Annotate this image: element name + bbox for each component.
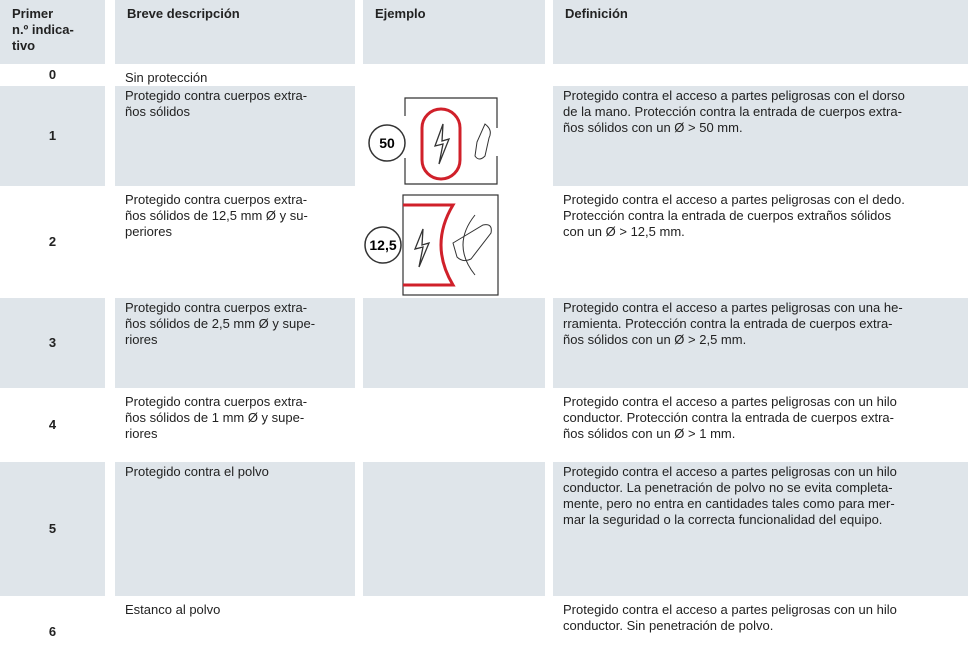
header-cell: Ejemplo [363, 0, 545, 64]
row-number: 0 [48, 67, 57, 82]
definition: Protegido contra el acceso a partes peli… [553, 462, 968, 596]
definition: Protegido contra el acceso a partes peli… [553, 86, 968, 186]
definition: Protegido contra el acceso a partes peli… [563, 394, 897, 441]
probe-size: 12,5 [369, 237, 396, 253]
definition [553, 68, 968, 82]
row-number: 2 [48, 234, 57, 249]
description: Sin protección [125, 70, 208, 85]
header-cell: Primer n.º indica- tivo [0, 0, 105, 64]
probe-size: 50 [379, 135, 395, 151]
row-number: 6 [48, 624, 57, 639]
row-number: 3 [0, 298, 105, 388]
description: Protegido contra el polvo [115, 462, 355, 596]
example-cell [363, 462, 545, 596]
description: Protegido contra cuerpos extra- ños sóli… [115, 298, 355, 388]
example-cell [363, 298, 545, 388]
definition: Protegido contra el acceso a partes peli… [563, 602, 897, 633]
description: Protegido contra cuerpos extra- ños sóli… [115, 86, 355, 186]
example-icon-hand: 50 [368, 97, 498, 185]
description: Protegido contra cuerpos extra- ños sóli… [125, 394, 308, 441]
definition: Protegido contra el acceso a partes peli… [563, 192, 905, 239]
row-number: 4 [48, 417, 57, 432]
example-icon-finger: 12,5 [364, 194, 499, 296]
description: Protegido contra cuerpos extra- ños sóli… [125, 192, 308, 239]
description: Estanco al polvo [125, 602, 221, 617]
header-cell: Breve descripción [115, 0, 355, 64]
definition: Protegido contra el acceso a partes peli… [553, 298, 968, 388]
row-number: 1 [0, 86, 105, 186]
row-number: 5 [0, 462, 105, 596]
header-cell: Definición [553, 0, 968, 64]
